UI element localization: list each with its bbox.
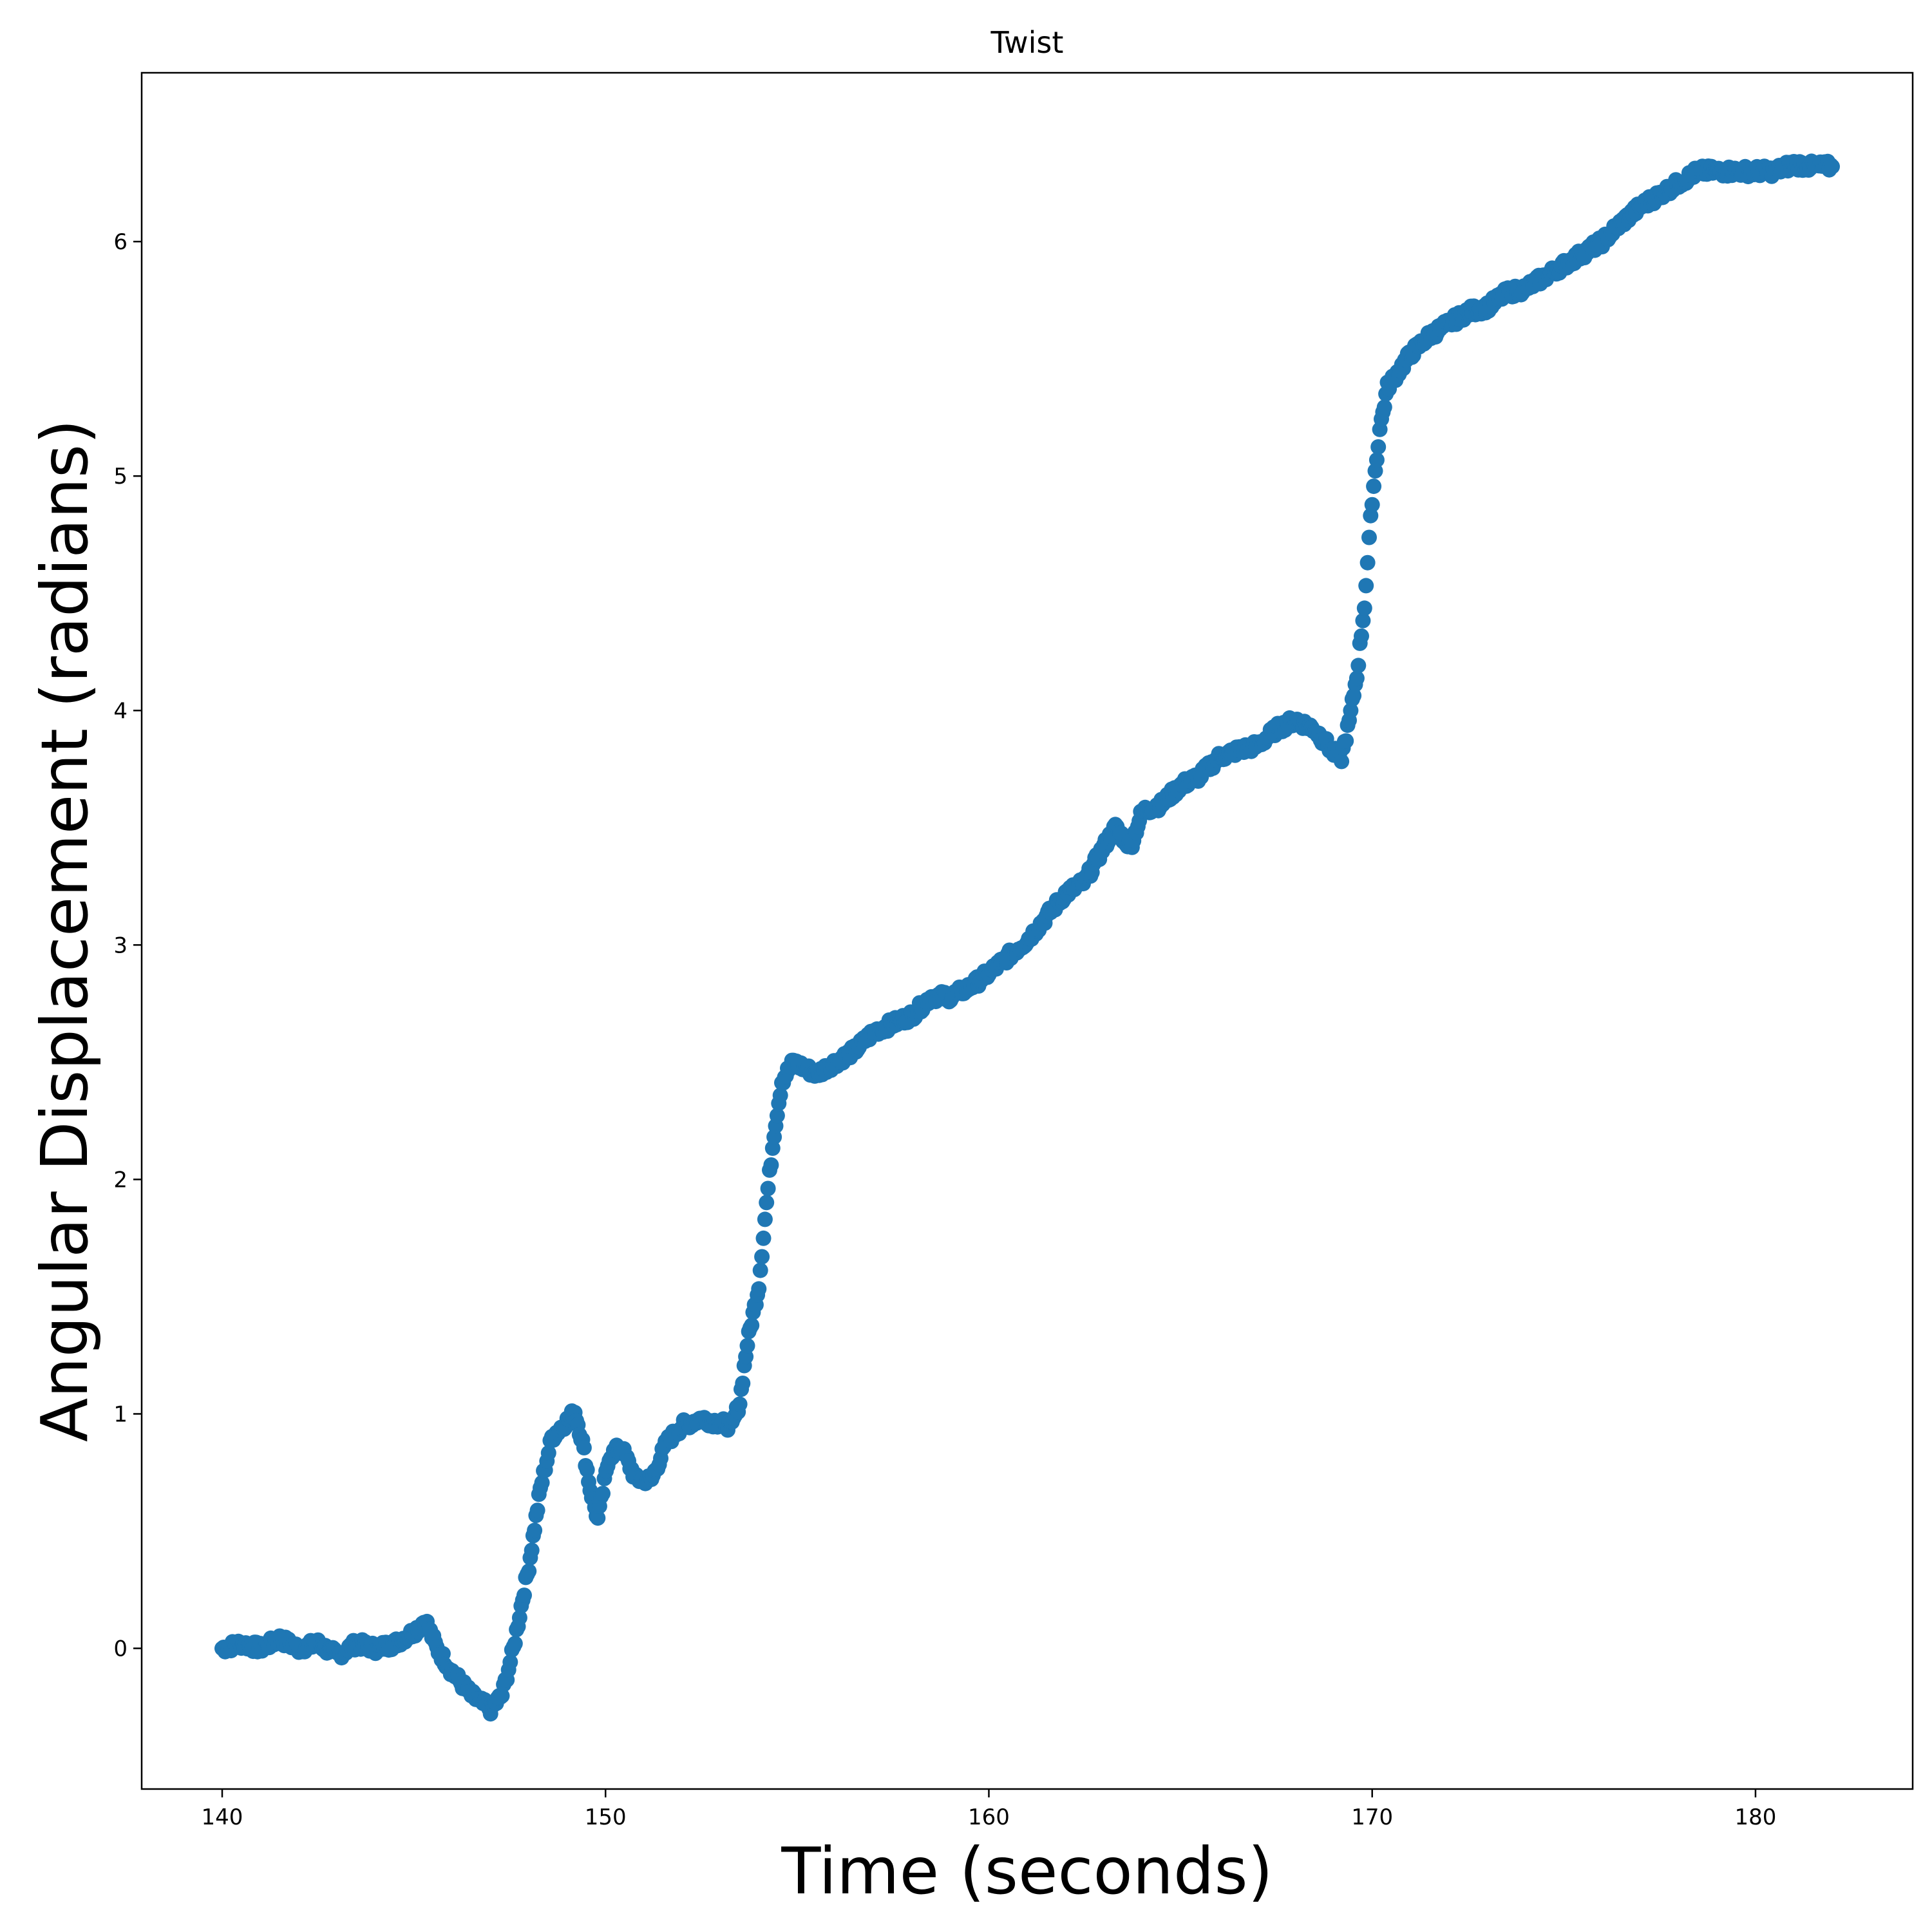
x-tick-label: 170 <box>1351 1804 1393 1830</box>
data-point <box>1356 600 1372 616</box>
data-point <box>1343 703 1359 719</box>
data-point <box>754 1249 770 1265</box>
x-tick-label: 180 <box>1734 1804 1776 1830</box>
y-axis-ticks: 0 1 2 3 4 5 6 <box>113 229 142 1662</box>
chart-title: Twist <box>990 25 1064 60</box>
data-point <box>1361 529 1377 545</box>
data-point <box>760 1180 776 1197</box>
data-point <box>1368 452 1385 468</box>
data-point <box>1359 554 1376 571</box>
x-axis-label: Time (seconds) <box>781 1833 1273 1909</box>
data-point <box>1349 670 1365 687</box>
data-point <box>590 1510 606 1526</box>
data-point <box>1364 497 1380 513</box>
data-point <box>732 1396 748 1412</box>
data-point <box>1350 658 1367 674</box>
data-point <box>529 1502 545 1519</box>
data-point <box>524 1542 540 1558</box>
data-point <box>752 1262 768 1278</box>
x-axis-ticks: 140 150 160 170 180 <box>202 1789 1776 1830</box>
x-tick-label: 160 <box>968 1804 1010 1830</box>
data-point <box>579 1462 595 1478</box>
y-tick-label: 4 <box>113 698 128 724</box>
data-point <box>1334 753 1350 770</box>
data-point <box>769 1108 785 1124</box>
data-point <box>511 1610 527 1625</box>
data-point <box>576 1440 592 1455</box>
y-tick-label: 5 <box>113 464 128 489</box>
y-tick-label: 2 <box>113 1167 128 1193</box>
data-point <box>1376 399 1392 415</box>
data-point <box>1355 612 1371 629</box>
data-point <box>502 1654 518 1670</box>
y-axis-label: Angular Displacement (radians) <box>27 419 102 1442</box>
data-point <box>1354 628 1369 644</box>
data-point <box>527 1522 543 1539</box>
data-point <box>1338 733 1354 749</box>
y-tick-label: 0 <box>113 1636 128 1662</box>
data-point <box>739 1338 755 1354</box>
data-point <box>1358 578 1374 594</box>
data-points <box>214 153 1840 1722</box>
data-point <box>757 1211 773 1227</box>
y-tick-label: 3 <box>113 933 128 958</box>
data-point <box>1824 158 1840 175</box>
y-tick-label: 6 <box>113 229 128 255</box>
data-point <box>1370 439 1387 455</box>
data-point <box>540 1445 556 1461</box>
data-point <box>744 1318 760 1333</box>
data-point <box>595 1486 611 1502</box>
data-point <box>507 1636 523 1652</box>
x-tick-label: 150 <box>585 1804 627 1830</box>
data-point <box>735 1376 751 1391</box>
x-tick-label: 140 <box>202 1804 243 1830</box>
data-point <box>1366 478 1382 495</box>
data-point <box>494 1688 510 1704</box>
data-point <box>759 1195 775 1211</box>
plot-frame <box>140 71 1914 1790</box>
data-point <box>755 1230 772 1246</box>
data-point <box>772 1087 788 1103</box>
data-point <box>534 1475 550 1491</box>
data-point <box>751 1281 767 1297</box>
data-point <box>763 1157 779 1173</box>
data-point <box>516 1587 532 1604</box>
y-tick-label: 1 <box>113 1401 128 1427</box>
data-point <box>521 1563 537 1579</box>
